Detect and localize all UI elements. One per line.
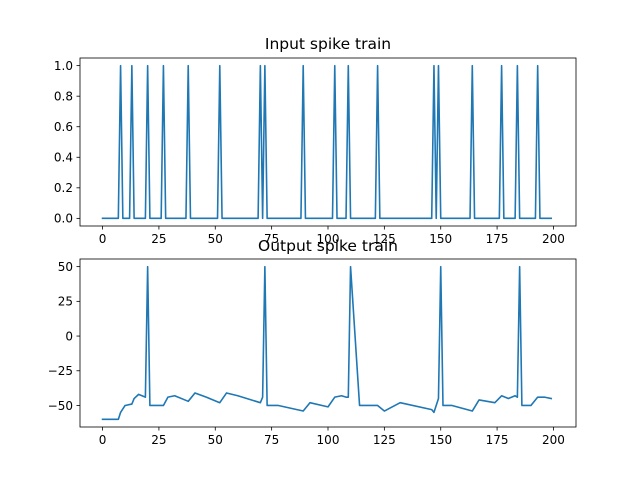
output-y-tick-label: 0 — [65, 329, 73, 343]
output-x-tick-label: 0 — [99, 433, 107, 447]
output-x-tick-label: 50 — [208, 433, 223, 447]
output-y-tick-label: −25 — [48, 364, 73, 378]
input-x-tick-label: 0 — [99, 232, 107, 246]
output-y-ticks: −50 −25 0 25 50 — [48, 260, 80, 413]
input-y-tick-label: 0.8 — [54, 89, 73, 103]
input-x-tick-label: 100 — [317, 232, 340, 246]
input-x-tick-label: 25 — [151, 232, 166, 246]
output-x-tick-label: 150 — [429, 433, 452, 447]
output-y-tick-label: 50 — [58, 260, 73, 274]
output-x-tick-label: 25 — [151, 433, 166, 447]
output-spike-train-title: Output spike train — [258, 237, 398, 255]
input-y-tick-label: 0.6 — [54, 120, 73, 134]
input-y-tick-label: 0.0 — [54, 212, 73, 226]
output-x-tick-label: 175 — [486, 433, 509, 447]
output-axes-frame — [79, 258, 577, 428]
input-y-tick-label: 0.2 — [54, 181, 73, 195]
input-x-tick-label: 50 — [208, 232, 223, 246]
output-series-line — [101, 265, 553, 421]
input-y-ticks: 0.0 0.2 0.4 0.6 0.8 1.0 — [54, 59, 80, 226]
output-x-tick-label: 100 — [317, 433, 340, 447]
input-x-tick-label: 150 — [429, 232, 452, 246]
input-spike-train-axes: Input spike train 0 25 50 75 100 125 150 175 200… — [54, 35, 577, 246]
input-x-tick-label: 175 — [486, 232, 509, 246]
input-spike-train-title: Input spike train — [265, 35, 391, 53]
output-y-tick-label: −50 — [48, 399, 73, 413]
input-axes-frame — [79, 57, 577, 227]
input-y-tick-label: 1.0 — [54, 59, 73, 73]
output-x-tick-label: 125 — [373, 433, 396, 447]
output-y-tick-label: 25 — [58, 295, 73, 309]
output-x-ticks: 0 25 50 75 100 125 150 175 200 — [99, 427, 565, 447]
output-x-tick-label: 200 — [542, 433, 565, 447]
output-series-layer — [101, 265, 553, 421]
output-spike-train-axes: 0 25 50 75 100 125 150 175 200 −50 −25 0 25 50 Outpu… — [48, 237, 577, 447]
input-x-tick-label: 75 — [264, 232, 279, 246]
input-series-layer — [101, 64, 553, 220]
input-x-ticks: 0 25 50 75 100 125 150 175 200 — [99, 226, 565, 246]
input-series-line — [101, 64, 553, 220]
input-x-tick-label: 125 — [373, 232, 396, 246]
input-x-tick-label: 200 — [542, 232, 565, 246]
input-y-tick-label: 0.4 — [54, 151, 73, 165]
output-x-tick-label: 75 — [264, 433, 279, 447]
